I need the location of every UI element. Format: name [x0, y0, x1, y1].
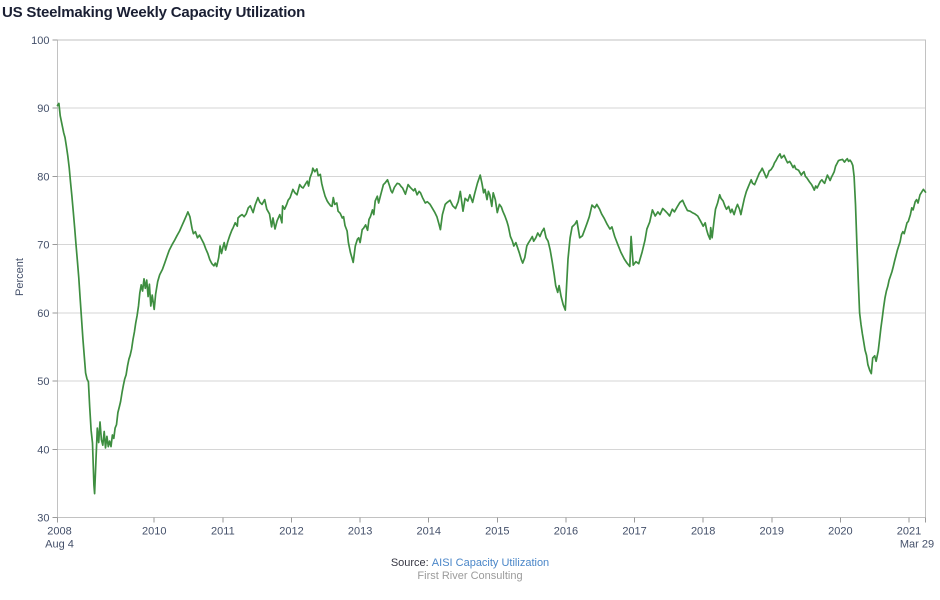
- x-tick-label: 2017: [622, 526, 646, 538]
- x-tick-label: 2020: [828, 526, 852, 538]
- x-start-date-label: Aug 4: [45, 539, 74, 551]
- x-tick-label: 2010: [142, 526, 166, 538]
- y-axis-title: Percent: [14, 258, 26, 296]
- x-tick-label: 2012: [279, 526, 303, 538]
- y-tick-label: 40: [37, 444, 49, 456]
- capacity-utilization-line: [56, 102, 927, 495]
- plot-border: [57, 39, 926, 518]
- source-line: Source: AISI Capacity Utilization: [0, 557, 940, 570]
- x-start-year-label: 2008: [47, 526, 71, 538]
- source-secondary: First River Consulting: [417, 570, 523, 582]
- x-end-date-label: Mar 29: [900, 539, 934, 551]
- line-chart: 30 40 50 60 70 80 90 100 2010 2011 2012 2013 2014 201…: [31, 35, 934, 551]
- x-tick-label: 2016: [554, 526, 578, 538]
- x-tick-label: 2018: [691, 526, 715, 538]
- y-tick-label: 100: [31, 35, 49, 47]
- y-tick-label: 30: [37, 513, 49, 525]
- y-tick-label: 70: [37, 240, 49, 252]
- y-tick-label: 90: [37, 103, 49, 115]
- y-tick-label: 60: [37, 308, 49, 320]
- y-tick-label: 80: [37, 171, 49, 183]
- x-tick-label: 2015: [485, 526, 509, 538]
- x-tick-label: 2013: [348, 526, 372, 538]
- source-label: Source:: [390, 557, 429, 569]
- y-tick-label: 50: [37, 376, 49, 388]
- x-tick-label: 2019: [760, 526, 784, 538]
- source-block: Source: AISI Capacity Utilization First …: [0, 557, 940, 583]
- source-link[interactable]: AISI Capacity Utilization: [431, 557, 550, 569]
- chart-title: US Steelmaking Weekly Capacity Utilizati…: [2, 4, 306, 21]
- x-tick-label: 2021: [897, 526, 921, 538]
- x-tick-label: 2014: [416, 526, 440, 538]
- x-tick-label: 2011: [211, 526, 235, 538]
